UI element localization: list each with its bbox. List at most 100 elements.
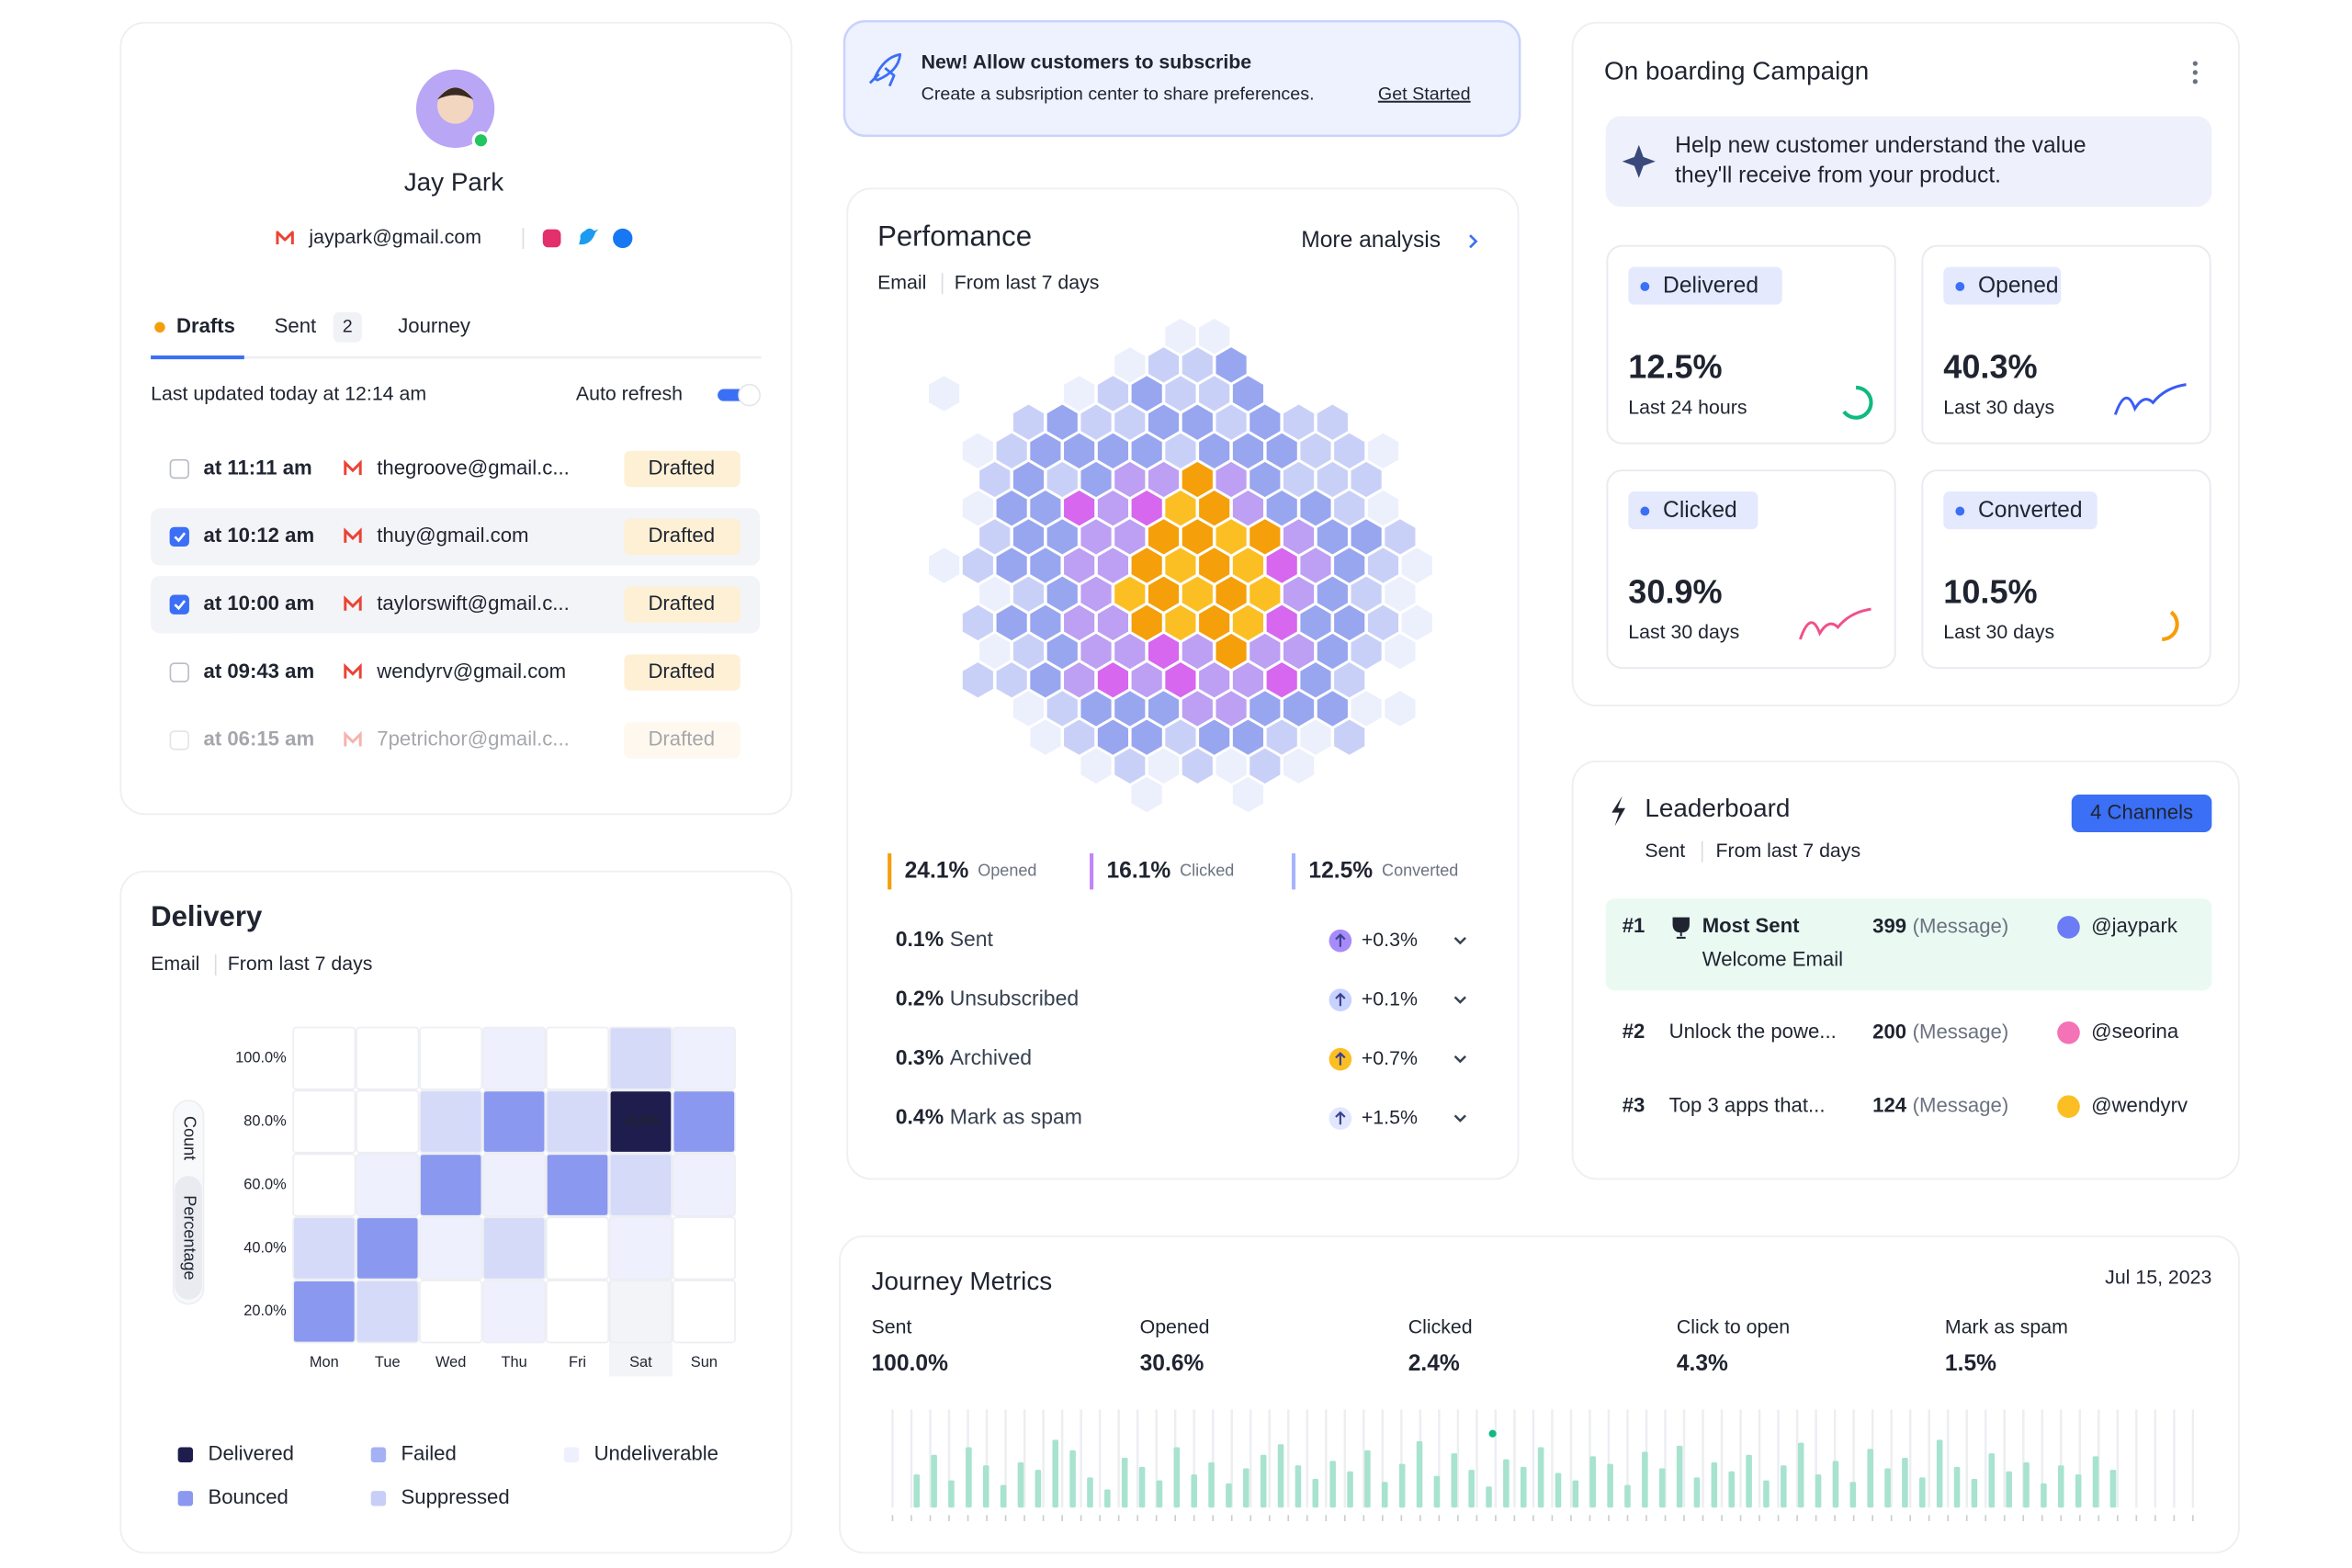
metric-label: Mark as spam	[950, 1105, 1082, 1129]
journey-bar	[1971, 1479, 1978, 1508]
metric-value: 100.0%	[872, 1351, 949, 1376]
draft-row[interactable]: at 06:15 am 7petrichor@gmail.c... Drafted	[169, 722, 741, 759]
journey-bar	[1832, 1461, 1839, 1508]
trophy-icon	[1672, 917, 1690, 939]
last-updated: Last updated today at 12:14 am	[151, 383, 426, 405]
heat-cell	[419, 1026, 483, 1090]
checkbox[interactable]	[169, 730, 189, 750]
row-user[interactable]: @jaypark	[2091, 914, 2178, 937]
facebook-icon[interactable]	[613, 228, 633, 249]
count-unit: (Message)	[1913, 1094, 2009, 1117]
checkbox[interactable]	[169, 662, 189, 682]
heat-cell	[608, 1026, 673, 1090]
channels-label[interactable]: 4 Channels	[2090, 800, 2193, 823]
journey-bar	[1433, 1475, 1441, 1508]
expand-chevron[interactable]	[1453, 1114, 1466, 1122]
journey-bar	[1000, 1484, 1007, 1508]
draft-status: Drafted	[648, 592, 715, 615]
stat-value: 10.5%	[1943, 572, 2037, 610]
draft-time: at 10:00 am	[204, 592, 315, 615]
summary-label: Converted	[1382, 861, 1458, 879]
delivery-channel: Email	[151, 953, 199, 975]
instagram-icon[interactable]	[542, 229, 561, 248]
journey-bar	[1503, 1459, 1510, 1508]
journey-bar	[966, 1447, 972, 1508]
draft-row[interactable]: at 10:00 am taylorswift@gmail.c... Drafted	[151, 576, 761, 634]
stat-label: Converted	[1978, 498, 2083, 523]
status-dot	[471, 130, 491, 150]
count-value: 399	[1872, 914, 1906, 937]
metric-value: 30.6%	[1140, 1351, 1204, 1376]
tab-label[interactable]: Sent	[275, 314, 317, 337]
row-user[interactable]: @wendyrv	[2091, 1094, 2188, 1117]
expand-chevron[interactable]	[1453, 937, 1466, 945]
legend-label: Bounced	[208, 1485, 288, 1508]
journey-bar	[1936, 1439, 1943, 1508]
journey-bar	[1728, 1471, 1735, 1508]
count-unit: (Message)	[1913, 914, 2009, 937]
heat-cell	[292, 1280, 356, 1344]
draft-row[interactable]: at 09:43 am wendyrv@gmail.com Drafted	[169, 654, 741, 691]
auto-refresh-label: Auto refresh	[576, 383, 683, 405]
heat-cell	[482, 1026, 547, 1090]
toggle-active	[175, 1176, 202, 1300]
summary-label: Clicked	[1180, 861, 1234, 879]
more-analysis-link[interactable]: More analysis	[1301, 228, 1441, 253]
tab-label[interactable]: Drafts	[176, 314, 235, 337]
expand-chevron[interactable]	[1453, 1055, 1466, 1064]
legend-swatch	[563, 1447, 580, 1462]
heat-cell	[546, 1026, 609, 1090]
journey-bar	[1017, 1461, 1024, 1508]
status-badge	[624, 586, 741, 623]
legend-swatch	[177, 1491, 194, 1506]
user-avatar	[2057, 916, 2080, 939]
journey-bar	[2109, 1470, 2117, 1508]
toggle-percentage[interactable]: Percentage	[180, 1195, 198, 1280]
heat-cell	[672, 1153, 736, 1217]
checkbox[interactable]	[169, 526, 189, 547]
tab-label[interactable]: Journey	[398, 314, 471, 337]
row-user[interactable]: @seorina	[2091, 1020, 2179, 1043]
row-highlight	[1605, 898, 2212, 991]
hex-cell	[1180, 745, 1216, 787]
row-title: Welcome Email	[1702, 947, 1843, 970]
draft-status: Drafted	[648, 660, 715, 682]
heat-cell	[608, 1089, 673, 1154]
journey-bar	[1589, 1456, 1597, 1508]
draft-row[interactable]: at 10:12 am thuy@gmail.com Drafted	[151, 508, 761, 566]
column-label: Wed	[435, 1354, 466, 1371]
hex-cell	[926, 373, 962, 414]
draft-row[interactable]: at 11:11 am thegroove@gmail.c... Drafted	[169, 450, 741, 488]
metric-value: 0.1%	[896, 927, 944, 951]
link-chevron	[1469, 234, 1478, 249]
onboarding-title: On boarding Campaign	[1604, 56, 1869, 85]
rank: #1	[1623, 914, 1645, 937]
avatar-face	[436, 87, 474, 124]
expand-chevron[interactable]	[1453, 996, 1466, 1004]
channels-button[interactable]	[2071, 794, 2212, 833]
journey-bar	[1486, 1486, 1492, 1508]
journey-bar	[1138, 1466, 1146, 1508]
heat-cell	[672, 1026, 736, 1090]
performance-channel: Email	[877, 271, 926, 293]
journey-bar	[1191, 1474, 1197, 1508]
toggle-count[interactable]: Count	[180, 1116, 198, 1160]
journey-bar	[1555, 1472, 1562, 1508]
stat-badge	[1943, 491, 2098, 530]
twitter-icon[interactable]	[579, 228, 599, 245]
checkbox[interactable]	[169, 458, 189, 479]
metric-label: Click to open	[1677, 1316, 1790, 1338]
avatar-hair	[436, 87, 474, 100]
gmail-icon	[344, 730, 362, 747]
checkbox[interactable]	[169, 594, 189, 615]
journey-bar	[1867, 1449, 1873, 1508]
stat-dot	[1955, 282, 1965, 291]
journey-bar	[1208, 1461, 1215, 1508]
gmail-icon	[344, 662, 362, 679]
journey-bar	[1607, 1463, 1613, 1508]
banner-link[interactable]: Get Started	[1378, 85, 1471, 105]
heat-cell	[672, 1089, 736, 1154]
summary-value: 24.1%	[905, 858, 969, 883]
metric-value: 2.4%	[1408, 1351, 1460, 1376]
journey-bar	[1382, 1482, 1388, 1508]
